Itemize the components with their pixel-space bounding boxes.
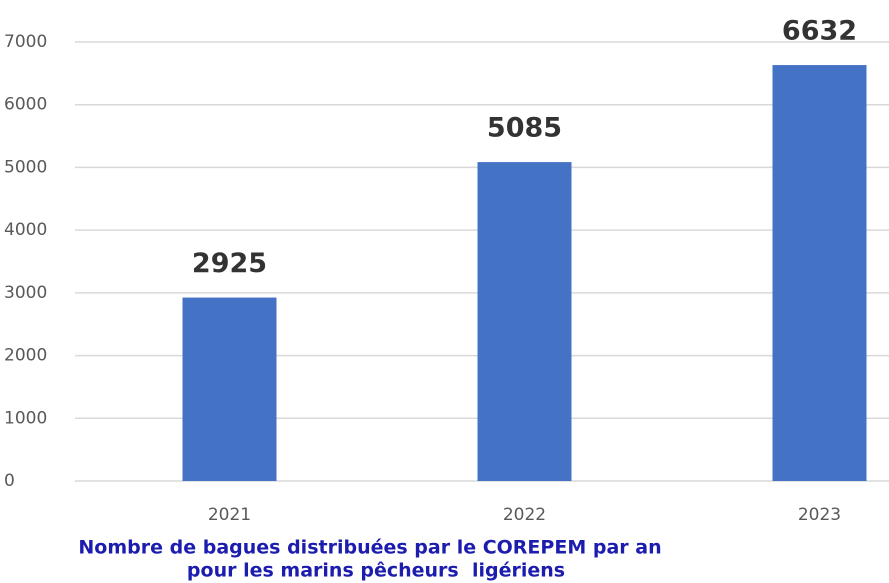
y-tick-label: 0 bbox=[4, 471, 15, 491]
y-tick-label: 7000 bbox=[4, 32, 47, 52]
caption: pour les marins pêcheurs ligériens bbox=[187, 560, 565, 582]
x-tick-label: 2021 bbox=[208, 505, 251, 525]
bar bbox=[772, 65, 867, 481]
y-tick-label: 4000 bbox=[4, 220, 47, 240]
x-tick-label: 2023 bbox=[798, 505, 841, 525]
y-tick-label: 5000 bbox=[4, 157, 47, 177]
data-label: 2925 bbox=[192, 248, 267, 279]
x-tick-label: 2022 bbox=[503, 505, 546, 525]
data-label: 5085 bbox=[487, 113, 562, 144]
y-tick-label: 3000 bbox=[4, 283, 47, 303]
y-tick-label: 2000 bbox=[4, 346, 47, 366]
y-tick-label: 6000 bbox=[4, 95, 47, 115]
caption: Nombre de bagues distribuées par le CORE… bbox=[78, 537, 661, 559]
y-tick-label: 1000 bbox=[4, 408, 47, 428]
bar bbox=[477, 162, 572, 482]
bar bbox=[182, 297, 277, 481]
data-label: 6632 bbox=[782, 16, 857, 47]
